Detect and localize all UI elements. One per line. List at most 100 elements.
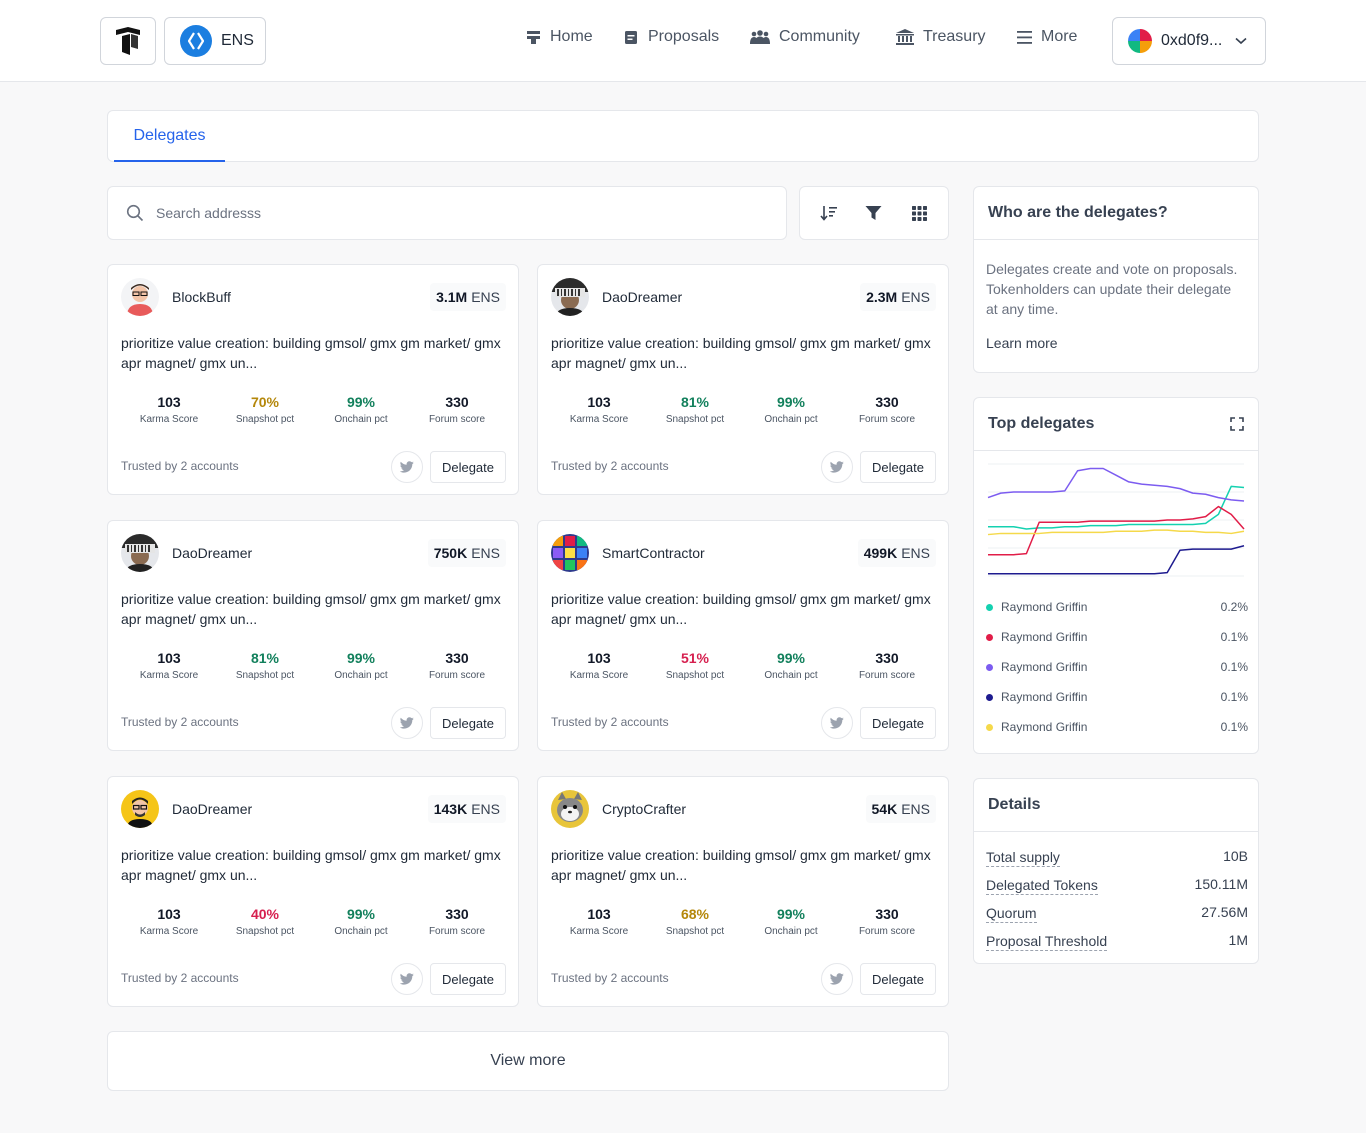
- delegate-button[interactable]: Delegate: [430, 451, 506, 483]
- balance-unit: ENS: [901, 801, 930, 817]
- wallet-address: 0xd0f9...: [1161, 32, 1223, 49]
- delegate-name: SmartContractor: [602, 545, 705, 561]
- tab-delegates[interactable]: Delegates: [114, 111, 225, 162]
- delegate-card[interactable]: DaoDreamer 750K ENS prioritize value crea…: [107, 520, 519, 751]
- karma-score-label: Karma Score: [139, 926, 199, 937]
- twitter-button[interactable]: [821, 963, 853, 995]
- legend-pct: 0.1%: [1220, 630, 1248, 644]
- twitter-button[interactable]: [391, 451, 423, 483]
- delegate-button[interactable]: Delegate: [860, 963, 936, 995]
- karma-score-label: Karma Score: [139, 414, 199, 425]
- delegate-card[interactable]: DaoDreamer 2.3M ENS prioritize value crea…: [537, 264, 949, 495]
- search-input[interactable]: [156, 205, 716, 221]
- delegate-card[interactable]: SmartContractor 499K ENS prioritize value…: [537, 520, 949, 751]
- nav-treasury-label: Treasury: [923, 28, 986, 45]
- karma-score-value: 103: [587, 394, 611, 410]
- twitter-button[interactable]: [391, 963, 423, 995]
- who-title: Who are the delegates?: [974, 187, 1258, 240]
- delegate-button[interactable]: Delegate: [860, 707, 936, 739]
- karma-score-stat: 103 Karma Score: [121, 394, 217, 425]
- delegate-name: DaoDreamer: [172, 801, 253, 817]
- forum-score-stat: 330 Forum score: [839, 906, 935, 937]
- delegate-stats: 103 Karma Score 68% Snapshot pct 99% Onchai…: [551, 906, 935, 937]
- legend-pct: 0.1%: [1220, 690, 1248, 704]
- delegate-card[interactable]: BlockBuff 3.1M ENS prioritize value creat…: [107, 264, 519, 495]
- karma-score-stat: 103 Karma Score: [551, 650, 647, 681]
- avatar: [551, 534, 589, 572]
- snapshot-pct-stat: 68% Snapshot pct: [647, 906, 743, 937]
- delegate-name: CryptoCrafter: [602, 801, 687, 817]
- wallet-button[interactable]: 0xd0f9...: [1112, 17, 1266, 65]
- treasury-icon: [896, 29, 914, 45]
- snapshot-pct-stat: 70% Snapshot pct: [217, 394, 313, 425]
- expand-button[interactable]: [1230, 417, 1244, 436]
- nav-more[interactable]: More: [1016, 28, 1077, 46]
- filter-button[interactable]: [859, 198, 889, 228]
- balance-unit: ENS: [901, 545, 930, 561]
- delegate-balance: 143K ENS: [427, 795, 506, 823]
- delegate-card[interactable]: CryptoCrafter 54K ENS prioritize value cr…: [537, 776, 949, 1007]
- delegate-button[interactable]: Delegate: [860, 451, 936, 483]
- who-panel: Who are the delegates? Delegates create …: [973, 186, 1259, 373]
- forum-score-stat: 330 Forum score: [839, 650, 935, 681]
- top-delegates-panel: Top delegates Raymond Griffin 0.2% Raymon…: [973, 397, 1259, 754]
- delegate-balance: 54K ENS: [865, 795, 936, 823]
- onchain-pct-label: Onchain pct: [764, 926, 818, 937]
- detail-key[interactable]: Proposal Threshold: [986, 933, 1108, 951]
- detail-value: 27.56M: [1201, 904, 1248, 920]
- learn-more-link[interactable]: Learn more: [986, 335, 1058, 351]
- twitter-icon: [830, 973, 844, 985]
- delegate-button[interactable]: Delegate: [430, 707, 506, 739]
- twitter-button[interactable]: [391, 707, 423, 739]
- forum-score-stat: 330 Forum score: [409, 906, 505, 937]
- view-more-button[interactable]: View more: [107, 1031, 949, 1091]
- forum-score-stat: 330 Forum score: [409, 394, 505, 425]
- snapshot-pct-label: Snapshot pct: [235, 414, 295, 425]
- legend-item: Raymond Griffin 0.1%: [986, 720, 1248, 734]
- org-selector[interactable]: ENS: [164, 17, 266, 65]
- sort-icon: [820, 206, 837, 221]
- balance-unit: ENS: [471, 545, 500, 561]
- snapshot-pct-value: 81%: [250, 650, 280, 666]
- detail-key[interactable]: Quorum: [986, 905, 1037, 923]
- detail-value: 10B: [1223, 848, 1248, 864]
- nav-treasury[interactable]: Treasury: [896, 28, 986, 46]
- avatar: [551, 790, 589, 828]
- legend-pct: 0.2%: [1220, 600, 1248, 614]
- karma-logo-button[interactable]: [100, 17, 156, 65]
- twitter-icon: [400, 717, 414, 729]
- onchain-pct-stat: 99% Onchain pct: [313, 394, 409, 425]
- balance-value: 143K: [433, 801, 468, 817]
- onchain-pct-value: 99%: [776, 906, 806, 922]
- delegate-description: prioritize value creation: building gmso…: [121, 335, 501, 371]
- details-panel: Details Total supply 10B Delegated Tokens…: [973, 778, 1259, 964]
- search-bar: [107, 186, 787, 240]
- nav-community[interactable]: Community: [750, 28, 860, 46]
- detail-key[interactable]: Delegated Tokens: [986, 877, 1098, 895]
- ens-logo-icon: [180, 25, 212, 57]
- nav-community-label: Community: [779, 28, 860, 45]
- forum-score-stat: 330 Forum score: [839, 394, 935, 425]
- sort-button[interactable]: [814, 198, 844, 228]
- detail-row: Delegated Tokens 150.11M: [986, 876, 1248, 895]
- twitter-icon: [400, 973, 414, 985]
- legend-dot: [986, 633, 993, 641]
- snapshot-pct-label: Snapshot pct: [665, 926, 725, 937]
- onchain-pct-stat: 99% Onchain pct: [743, 394, 839, 425]
- nav-proposals[interactable]: Proposals: [623, 28, 719, 46]
- onchain-pct-value: 99%: [346, 906, 376, 922]
- legend-name: Raymond Griffin: [1001, 720, 1088, 734]
- chevron-down-icon: [1235, 37, 1247, 45]
- grid-view-button[interactable]: [904, 198, 934, 228]
- nav-home[interactable]: Home: [525, 28, 593, 46]
- delegate-balance: 3.1M ENS: [430, 283, 506, 311]
- wallet-avatar: [1128, 29, 1152, 53]
- twitter-button[interactable]: [821, 707, 853, 739]
- twitter-button[interactable]: [821, 451, 853, 483]
- onchain-pct-stat: 99% Onchain pct: [743, 650, 839, 681]
- delegate-description: prioritize value creation: building gmso…: [551, 591, 931, 627]
- detail-key[interactable]: Total supply: [986, 849, 1060, 867]
- delegate-card[interactable]: DaoDreamer 143K ENS prioritize value crea…: [107, 776, 519, 1007]
- delegate-name: BlockBuff: [172, 289, 231, 305]
- delegate-button[interactable]: Delegate: [430, 963, 506, 995]
